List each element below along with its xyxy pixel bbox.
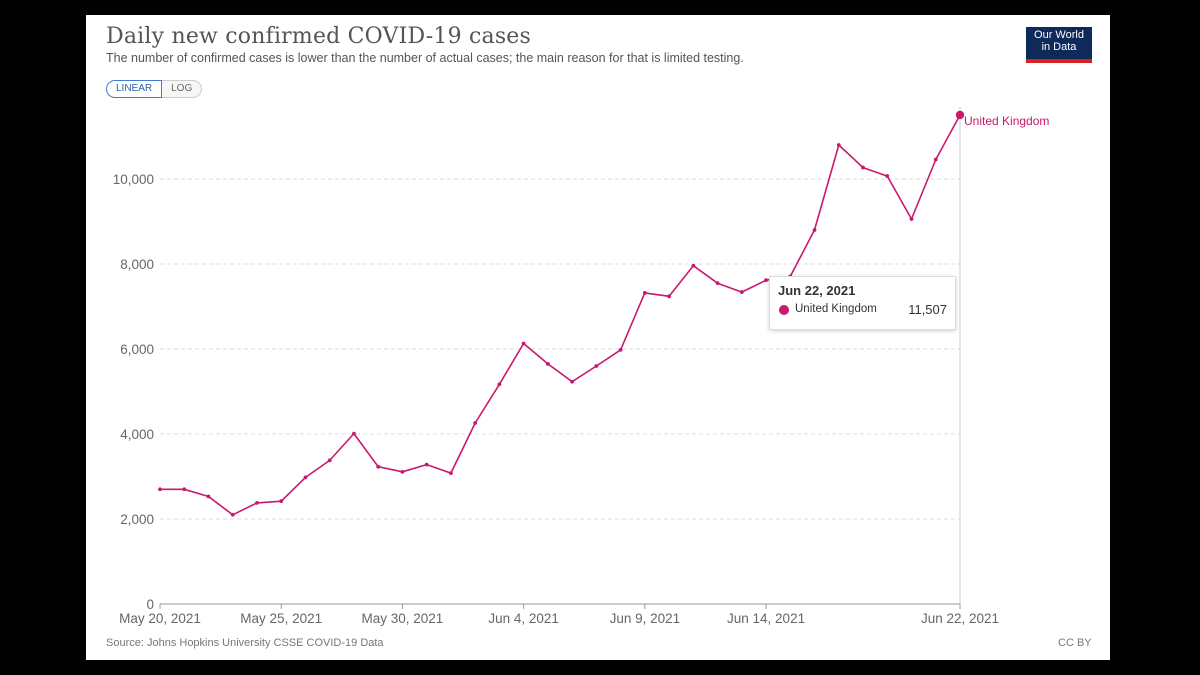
tooltip-date: Jun 22, 2021 (778, 283, 856, 298)
highlighted-data-point (955, 110, 965, 120)
data-point (303, 475, 308, 480)
series-end-label: United Kingdom (964, 114, 1049, 128)
x-tick-label: Jun 14, 2021 (727, 611, 805, 626)
data-point (352, 431, 356, 436)
x-tick-label: May 20, 2021 (119, 611, 201, 626)
data-point (570, 379, 575, 384)
data-point (327, 458, 332, 463)
license-label[interactable]: CC BY (1058, 637, 1092, 649)
series-line-united-kingdom (160, 114, 961, 516)
log-scale-button[interactable]: LOG (162, 80, 203, 98)
data-point (667, 294, 671, 299)
line-chart[interactable]: 0 2,000 4,000 6,000 8,000 10,000 May 20, 2021 M… (86, 15, 1110, 660)
data-point (642, 291, 647, 295)
logo-line-1: Our World (1034, 29, 1084, 41)
y-tick-label: 8,000 (120, 257, 154, 272)
tooltip-value: 11,507 (908, 302, 947, 317)
x-tick-label: May 25, 2021 (240, 611, 322, 626)
data-point (909, 217, 914, 221)
linear-scale-button[interactable]: LINEAR (106, 80, 163, 98)
x-tick-label: Jun 22, 2021 (921, 611, 999, 626)
data-point (182, 487, 187, 492)
data-point (812, 228, 817, 232)
logo-line-2: in Data (1041, 41, 1077, 53)
data-point (861, 165, 865, 170)
data-point (545, 361, 550, 366)
data-point (739, 290, 744, 294)
data-point (497, 382, 502, 387)
hover-tooltip: Jun 22, 2021 United Kingdom 11,507 (769, 276, 956, 330)
logo-accent-bar (1026, 59, 1092, 63)
chart-subtitle: The number of confirmed cases is lower t… (106, 51, 744, 65)
data-point (521, 341, 526, 346)
data-point (764, 278, 768, 283)
y-tick-label: 6,000 (120, 342, 154, 357)
data-point (594, 364, 599, 368)
data-point (230, 512, 235, 517)
data-point (885, 174, 890, 178)
tooltip-series-dot-icon (779, 305, 789, 315)
y-tick-label: 0 (146, 597, 154, 612)
x-tick-label: Jun 9, 2021 (610, 611, 681, 626)
data-point (158, 487, 162, 492)
x-tick-label: Jun 4, 2021 (488, 611, 559, 626)
data-point (836, 143, 841, 147)
data-point (376, 464, 381, 469)
data-point (933, 157, 938, 162)
data-point (279, 499, 284, 504)
owid-logo[interactable]: Our World in Data (1026, 27, 1092, 63)
data-point (424, 462, 429, 467)
data-point (618, 347, 623, 352)
data-point (400, 469, 405, 474)
chart-card: Daily new confirmed COVID-19 cases The n… (86, 15, 1110, 660)
chart-title: Daily new confirmed COVID-19 cases (106, 24, 532, 49)
data-point (255, 500, 259, 505)
source-note[interactable]: Source: Johns Hopkins University CSSE CO… (106, 637, 384, 649)
y-tick-label: 4,000 (120, 427, 154, 442)
x-tick-label: May 30, 2021 (362, 611, 444, 626)
data-point (715, 281, 720, 286)
y-tick-label: 10,000 (113, 172, 154, 187)
data-point (473, 421, 478, 425)
data-point (691, 263, 696, 268)
data-point (206, 494, 211, 499)
y-tick-label: 2,000 (120, 512, 154, 527)
tooltip-series-name: United Kingdom (795, 303, 877, 315)
data-point (449, 471, 453, 476)
scale-toggle: LINEAR LOG (106, 80, 203, 98)
